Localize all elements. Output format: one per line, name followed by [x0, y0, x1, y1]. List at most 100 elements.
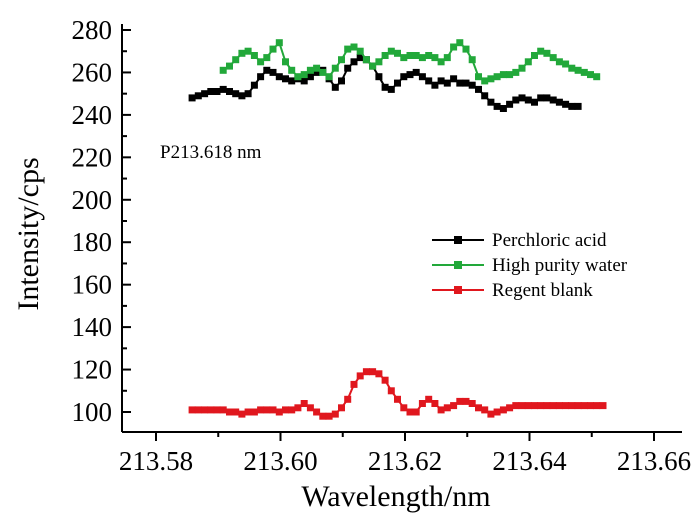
data-point [394, 395, 401, 403]
data-point [288, 406, 296, 414]
data-point [313, 64, 321, 72]
data-point [406, 71, 414, 79]
data-point [387, 85, 395, 93]
legend-marker [454, 236, 462, 244]
data-point [344, 64, 352, 72]
data-point [562, 60, 570, 68]
data-point [537, 94, 545, 102]
data-point [219, 85, 227, 93]
data-point [325, 73, 333, 81]
data-point [319, 68, 327, 76]
x-tick-label: 213.66 [617, 446, 691, 476]
data-point [387, 47, 395, 55]
data-point [257, 73, 265, 81]
data-point [338, 404, 345, 412]
x-tick-label: 213.62 [368, 446, 442, 476]
data-point [412, 408, 420, 416]
data-point [512, 96, 520, 104]
data-point [418, 54, 426, 62]
data-point [338, 56, 345, 64]
data-point [300, 71, 308, 79]
data-point [338, 77, 345, 85]
legend: Perchloric acid High purity water Regent b… [432, 230, 628, 301]
data-point [574, 66, 582, 74]
data-point [555, 402, 563, 410]
data-point [381, 376, 389, 384]
data-point [412, 52, 420, 59]
data-point [250, 408, 258, 416]
data-point [406, 408, 414, 416]
data-point [425, 395, 433, 403]
data-point [506, 404, 514, 412]
data-point [300, 77, 308, 85]
data-point [524, 402, 532, 410]
data-point [499, 105, 507, 112]
y-tick-label: 200 [72, 185, 113, 215]
data-point [518, 64, 526, 72]
data-point [313, 408, 321, 416]
data-point [487, 98, 495, 106]
data-point [524, 96, 532, 104]
data-point [493, 408, 501, 416]
data-point [475, 85, 482, 93]
data-point [250, 52, 258, 59]
data-point [493, 102, 501, 110]
data-point [537, 47, 545, 55]
data-point [201, 90, 209, 98]
data-point [475, 404, 482, 412]
legend-item: High purity water [432, 255, 628, 276]
data-point [468, 400, 476, 407]
data-point [531, 52, 538, 59]
data-point [244, 47, 252, 55]
data-point [362, 368, 370, 376]
data-point [400, 404, 408, 412]
annotation-label: P213.618 nm [160, 142, 262, 163]
data-point [450, 75, 458, 83]
data-point [381, 52, 389, 59]
data-point [387, 387, 395, 395]
data-point [574, 102, 582, 110]
data-point [226, 88, 233, 95]
data-point [219, 66, 227, 74]
data-point [531, 402, 538, 410]
data-point [257, 406, 265, 414]
data-point [512, 68, 520, 76]
data-point [599, 402, 607, 410]
data-point [437, 406, 445, 414]
data-point [593, 402, 601, 410]
data-point [425, 77, 433, 85]
data-point [512, 402, 520, 410]
data-point [232, 408, 240, 416]
legend-marker [454, 261, 462, 269]
x-tick-label: 213.58 [119, 446, 193, 476]
data-point [219, 406, 227, 414]
data-point [350, 380, 358, 388]
data-point [263, 54, 271, 62]
y-tick-label: 220 [72, 142, 113, 172]
data-point [313, 68, 321, 76]
data-point [369, 62, 377, 70]
data-point [226, 62, 233, 70]
series-regent-blank [188, 368, 607, 420]
data-point [356, 372, 364, 380]
data-point [350, 43, 358, 51]
y-tick-label: 180 [72, 227, 113, 257]
data-point [506, 71, 514, 79]
data-point [587, 402, 594, 410]
data-point [263, 406, 271, 414]
data-point [568, 102, 576, 110]
data-point [207, 406, 215, 414]
data-point [375, 73, 383, 81]
data-point [437, 77, 445, 85]
data-point [394, 79, 401, 87]
data-point [282, 406, 289, 414]
data-point [443, 79, 451, 87]
data-point [194, 92, 202, 100]
data-point [269, 406, 277, 414]
data-point [468, 81, 476, 89]
data-point [244, 90, 252, 98]
data-point [524, 58, 532, 66]
y-tick-label: 260 [72, 57, 113, 87]
data-point [431, 81, 439, 89]
data-point [549, 402, 557, 410]
